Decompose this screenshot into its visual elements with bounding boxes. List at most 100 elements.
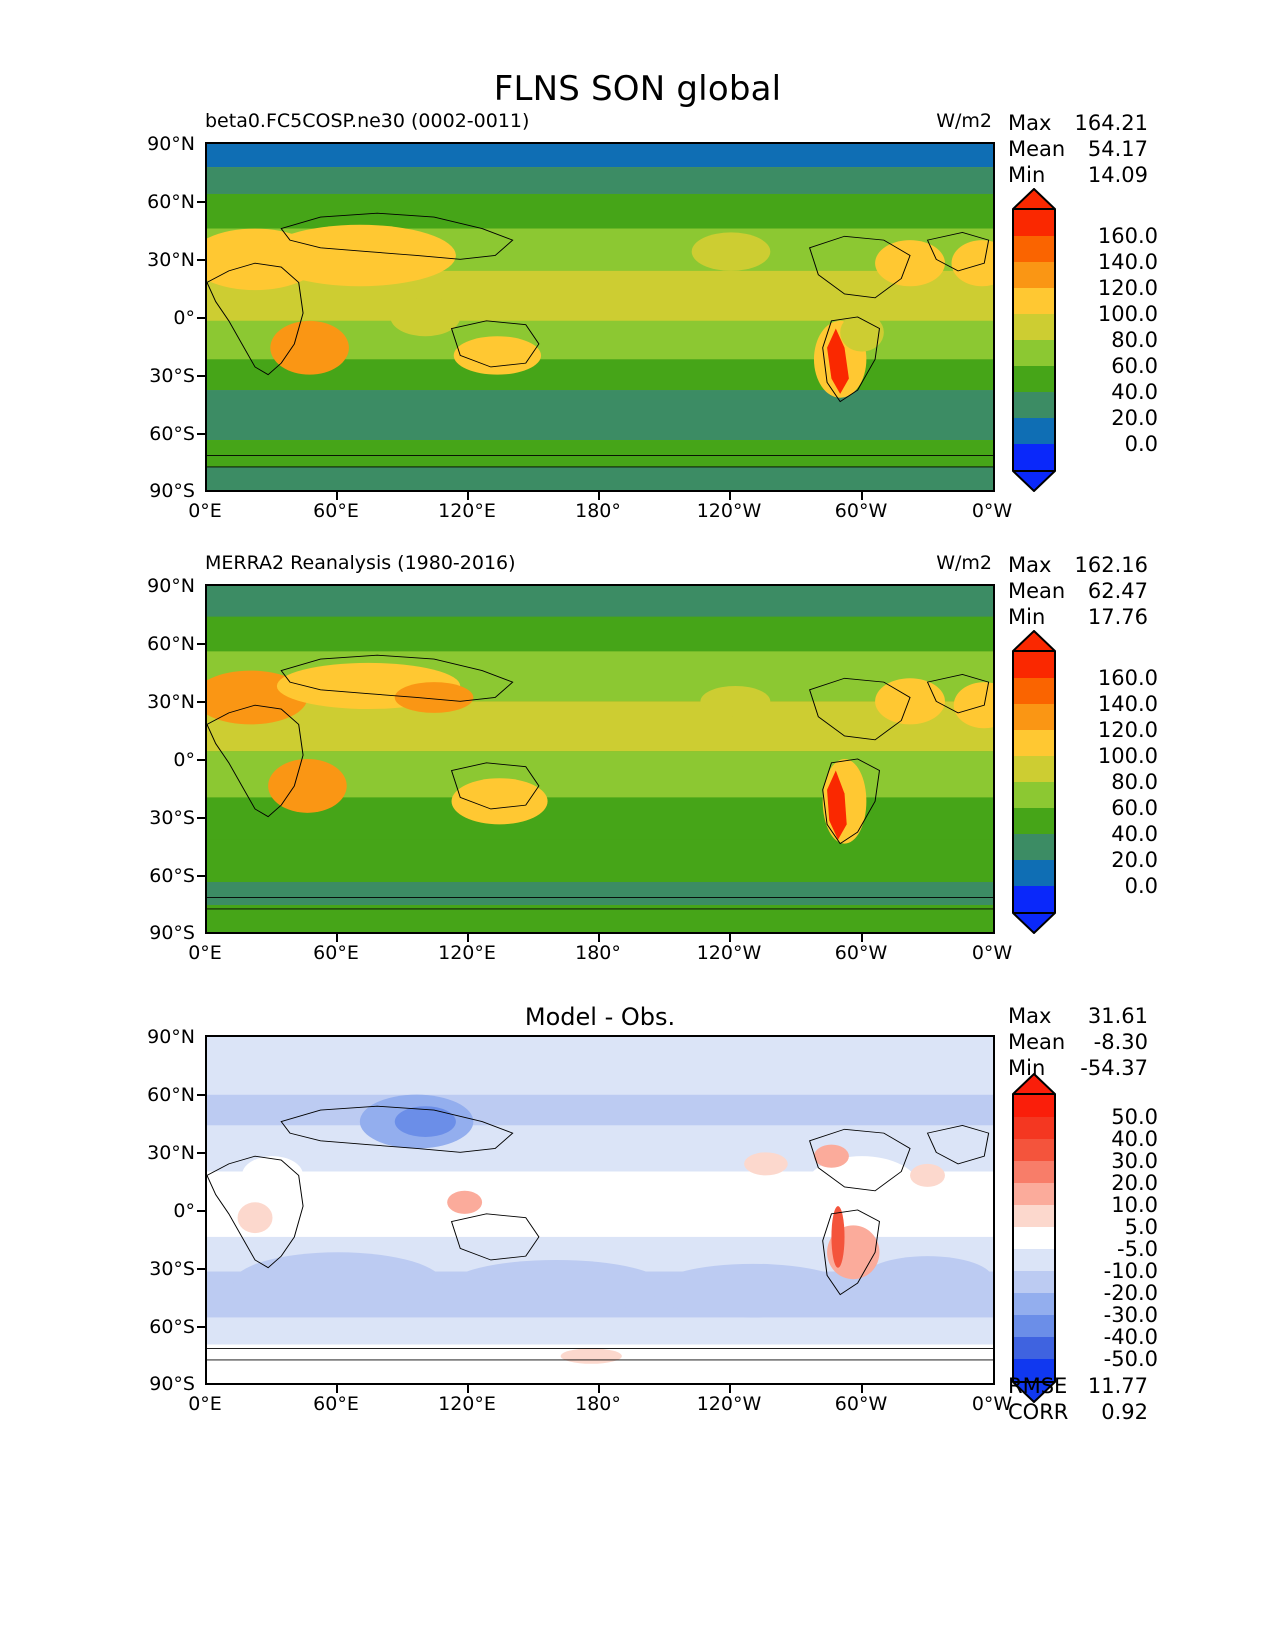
lat-tick-label: 30°N [147,249,195,271]
colorbar-tick-label: 60.0 [1111,796,1158,820]
lat-tick-label: 30°S [149,807,195,829]
lon-tick [467,934,469,942]
stat-value: -54.37 [1080,1056,1148,1080]
stat-label: Max [1008,1004,1052,1028]
lon-tick-label: 60°E [313,942,359,964]
lat-tick-label: 90°N [147,1026,195,1048]
lon-tick [729,492,731,500]
colorbar-extend-bottom [1012,912,1056,934]
lon-tick-label: 0°W [971,942,1013,964]
colorbar-tick-label: 20.0 [1111,406,1158,430]
lat-tick [197,817,205,819]
colorbar-tick-label: 20.0 [1111,1171,1158,1195]
lon-tick-label: 120°W [696,500,762,522]
lat-tick-label: 60°S [149,423,195,445]
colorbar-body [1012,1095,1056,1381]
stat-label: Mean [1008,1030,1066,1054]
lat-tick-label: 90°N [147,575,195,597]
colorbar-tick-label: -50.0 [1103,1347,1158,1371]
footer-stat-label: CORR [1008,1400,1069,1424]
lon-tick [467,1385,469,1393]
colorbar-tick-label: 140.0 [1097,250,1158,274]
lat-tick-label: 60°S [149,1316,195,1338]
lon-tick-label: 0°E [188,500,222,522]
lat-tick-label: 90°S [149,480,195,502]
lat-tick-label: 30°S [149,1258,195,1280]
lat-tick [197,643,205,645]
colorbar-tick-label: 80.0 [1111,770,1158,794]
lat-tick [197,259,205,261]
lat-tick [197,701,205,703]
colorbar-tick-label: 0.0 [1124,874,1158,898]
colorbar-tick-label: 40.0 [1111,380,1158,404]
panel-units: W/m2 [936,552,992,574]
lat-tick [197,759,205,761]
map-contours [207,144,993,490]
map-plot-observation [205,584,995,934]
lat-tick-label: 30°N [147,1142,195,1164]
stat-value: 164.21 [1074,111,1148,135]
stat-label: Min [1008,163,1046,187]
colorbar-tick-label: 160.0 [1097,666,1158,690]
stat-label: Mean [1008,137,1066,161]
panel-label: beta0.FC5COSP.ne30 (0002-0011) [205,110,530,132]
colorbar-tick-label: 100.0 [1097,744,1158,768]
lat-tick-label: 0° [173,1200,195,1222]
map-contours [207,586,993,932]
lat-tick-label: 90°S [149,1373,195,1395]
stats-block: Max 164.21 Mean 54.17 Min 14.09 [1008,110,1148,188]
lat-tick-label: 60°N [147,1084,195,1106]
lon-tick-label: 120°E [438,500,496,522]
stats-block: Max 31.61 Mean -8.30 Min -54.37 [1008,1003,1148,1081]
lat-tick [197,1268,205,1270]
colorbar-tick-label: -30.0 [1103,1303,1158,1327]
colorbar-tick-label: 50.0 [1111,1105,1158,1129]
lon-tick [861,1385,863,1393]
colorbar-tick-label: -5.0 [1117,1237,1158,1261]
lon-tick-label: 0°E [188,942,222,964]
lat-tick [197,1152,205,1154]
lon-tick-label: 60°W [834,500,888,522]
lat-tick [197,201,205,203]
page-title: FLNS SON global [493,68,782,109]
lon-tick-label: 0°E [188,1393,222,1415]
colorbar-tick-label: 120.0 [1097,276,1158,300]
colorbar-extend-bottom [1012,470,1056,492]
lat-tick [197,317,205,319]
lon-tick-label: 60°W [834,942,888,964]
lat-tick-label: 0° [173,749,195,771]
lon-tick-label: 180° [575,500,621,522]
lon-tick [861,492,863,500]
colorbar-extend-top [1012,630,1056,652]
stat-label: Max [1008,111,1052,135]
colorbar-tick-label: 100.0 [1097,302,1158,326]
lat-tick-label: 0° [173,307,195,329]
colorbar-tick-label: 20.0 [1111,848,1158,872]
colorbar-tick-label: 60.0 [1111,354,1158,378]
lat-tick [197,1326,205,1328]
lat-tick [197,375,205,377]
map-plot-model [205,142,995,492]
lat-tick [197,1210,205,1212]
colorbar-extend-top [1012,188,1056,210]
lat-tick [197,433,205,435]
lon-tick-label: 180° [575,1393,621,1415]
colorbar-extend-bottom [1012,1381,1056,1403]
colorbar-tick-label: 10.0 [1111,1193,1158,1217]
stat-label: Max [1008,553,1052,577]
lat-tick [197,1094,205,1096]
colorbar-tick-label: -20.0 [1103,1281,1158,1305]
colorbar-tick-label: -40.0 [1103,1325,1158,1349]
colorbar-tick-label: 5.0 [1124,1215,1158,1239]
colorbar-tick-label: 160.0 [1097,224,1158,248]
footer-stat-label: RMSE [1008,1374,1068,1398]
lon-tick-label: 120°E [438,942,496,964]
stats-block: Max 162.16 Mean 62.47 Min 17.76 [1008,552,1148,630]
stat-value: 162.16 [1074,553,1148,577]
colorbar-tick-label: 0.0 [1124,432,1158,456]
lon-tick-label: 180° [575,942,621,964]
lat-tick-label: 30°S [149,365,195,387]
lat-tick [197,875,205,877]
footer-stat-value: 0.92 [1101,1400,1148,1424]
map-contours [207,1037,993,1383]
